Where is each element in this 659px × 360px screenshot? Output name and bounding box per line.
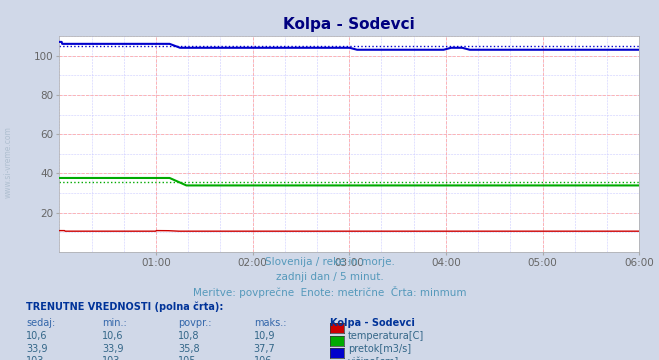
Text: višina[cm]: višina[cm] bbox=[348, 356, 399, 360]
Text: sedaj:: sedaj: bbox=[26, 318, 55, 328]
Text: 33,9: 33,9 bbox=[26, 344, 48, 354]
Text: 105: 105 bbox=[178, 356, 196, 360]
Text: Kolpa - Sodevci: Kolpa - Sodevci bbox=[330, 318, 415, 328]
Text: 10,8: 10,8 bbox=[178, 331, 200, 341]
Text: 37,7: 37,7 bbox=[254, 344, 275, 354]
Text: 10,9: 10,9 bbox=[254, 331, 275, 341]
Text: pretok[m3/s]: pretok[m3/s] bbox=[348, 344, 411, 354]
Text: min.:: min.: bbox=[102, 318, 127, 328]
Text: temperatura[C]: temperatura[C] bbox=[348, 331, 424, 341]
Text: 106: 106 bbox=[254, 356, 272, 360]
Text: 10,6: 10,6 bbox=[26, 331, 48, 341]
Title: Kolpa - Sodevci: Kolpa - Sodevci bbox=[283, 17, 415, 32]
Text: 103: 103 bbox=[102, 356, 121, 360]
Text: 103: 103 bbox=[26, 356, 45, 360]
Text: www.si-vreme.com: www.si-vreme.com bbox=[4, 126, 13, 198]
Text: zadnji dan / 5 minut.: zadnji dan / 5 minut. bbox=[275, 272, 384, 282]
Text: Slovenija / reke in morje.: Slovenija / reke in morje. bbox=[264, 257, 395, 267]
Text: TRENUTNE VREDNOSTI (polna črta):: TRENUTNE VREDNOSTI (polna črta): bbox=[26, 302, 224, 312]
Text: 33,9: 33,9 bbox=[102, 344, 124, 354]
Text: Meritve: povprečne  Enote: metrične  Črta: minmum: Meritve: povprečne Enote: metrične Črta:… bbox=[192, 286, 467, 298]
Text: 10,6: 10,6 bbox=[102, 331, 124, 341]
Text: povpr.:: povpr.: bbox=[178, 318, 212, 328]
Text: maks.:: maks.: bbox=[254, 318, 286, 328]
Text: 35,8: 35,8 bbox=[178, 344, 200, 354]
